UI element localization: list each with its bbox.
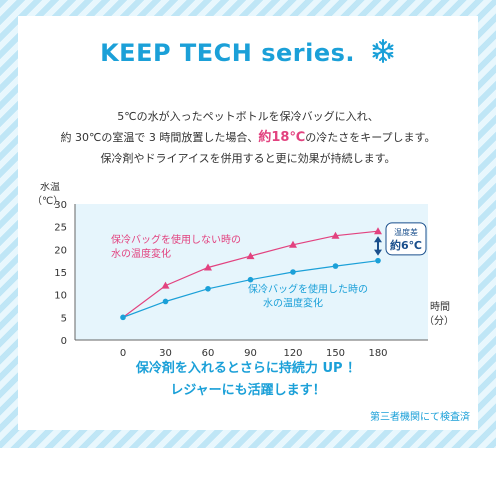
x-tick-label: 30 [159,348,172,359]
plot-area [75,204,428,340]
series-2-point [120,314,126,321]
title-text: KEEP TECH series. [100,39,356,67]
x-tick-label: 90 [244,348,257,359]
difference-arrow-head-top [374,236,382,243]
series-2-label-line-2: 水の温度変化 [263,296,323,309]
series-2-point [332,263,339,269]
content-card: KEEP TECH series. 5℃の水が入ったペットボトルを保冷バッグに入 [18,16,478,430]
series-1-point [246,252,255,260]
y-tick-label: 5 [61,313,67,324]
annotation-label-line-2: 約6℃ [390,238,422,252]
footer-line-1: 保冷剤を入れるとさらに持続力 UP ！ [135,361,361,376]
x-tick-label: 180 [368,348,387,359]
snowflake-icon [370,38,396,70]
difference-arrow-head-bottom [374,249,382,256]
y-axis-label-line-1: 水温 [40,182,60,193]
x-axis-label-line-1: 時間 [430,301,450,313]
y-tick-label: 10 [54,291,67,302]
series-2-point [247,276,254,283]
series-1-label-line-2: 水の温度変化 [111,247,171,260]
description-line-1: 5℃の水が入ったペットボトルを保冷バッグに入れ、 [117,110,379,123]
series-2-point [375,257,381,264]
x-tick-label: 60 [202,348,215,359]
series-1-point [161,281,170,289]
y-tick-label: 25 [54,223,67,234]
x-tick-label: 0 [120,348,126,359]
annotation-label-line-1: 温度差 [394,227,418,237]
series-2-label-line-1: 保冷バッグを使用した時の [248,282,368,295]
y-axis-label-line-2: （℃） [32,195,63,207]
y-tick-label: 0 [61,336,67,347]
highlight-temperature: 約18℃ [258,130,306,145]
series-2-point [290,269,296,275]
series-1-label-line-1: 保冷バッグを使用しない時の [111,233,241,246]
series-2-point [205,285,211,292]
series-1-point [204,263,212,271]
series-2-point [162,298,169,305]
x-tick-label: 120 [283,348,302,359]
series-1-point [374,227,382,235]
temperature-chart: 水温 （℃） 時間 （分） 0 5 10 15 20 25 30 0 30 60 90 120 150 1… [18,181,478,372]
y-tick-label: 15 [54,268,67,279]
x-axis-label-line-2: （分） [424,315,454,327]
description-line-2-after: の冷たさをキープします。 [305,131,436,144]
y-tick-label: 30 [54,200,67,211]
page-title: KEEP TECH series. [18,38,478,70]
x-tick-label: 150 [326,348,345,359]
striped-frame: KEEP TECH series. 5℃の水が入ったペットボトルを保冷バッグに入 [0,0,496,448]
y-tick-label: 20 [54,245,67,256]
description: 5℃の水が入ったペットボトルを保冷バッグに入れ、 約 30℃の室温で 3 時間放… [18,106,478,169]
series-1-point [331,231,340,239]
footer-message: 保冷剤を入れるとさらに持続力 UP ！ レジャーにも活躍します！ [18,358,478,402]
description-line-2: 約 30℃の室温で 3 時間放置した場合、約18℃の冷たさをキープします。 [18,127,478,148]
series-1-point [289,240,297,248]
test-note: 第三者機関にて検査済 [370,412,470,423]
description-line-2-before: 約 30℃の室温で 3 時間放置した場合、 [60,131,259,144]
annotation-box [385,222,427,256]
footer-line-2: レジャーにも活躍します！ [170,383,326,398]
description-line-3: 保冷剤やドライアイスを併用すると更に効果が持続します。 [100,152,396,165]
